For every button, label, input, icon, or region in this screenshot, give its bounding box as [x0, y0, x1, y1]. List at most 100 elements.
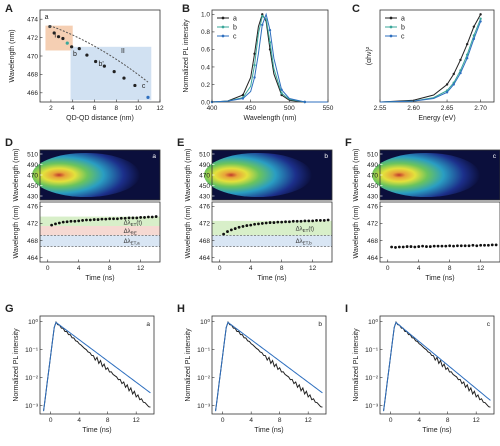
data-point — [133, 83, 137, 88]
annotation-subscript: RE — [131, 230, 137, 235]
y-tick-label: 476 — [27, 204, 38, 211]
streak-heatmap — [372, 153, 480, 197]
data-point — [295, 219, 299, 223]
data-point — [222, 232, 226, 236]
x-tick-label: 2.70 — [474, 105, 487, 112]
series-marker — [452, 83, 455, 86]
data-point — [112, 217, 115, 221]
x-axis-label: Time (ns) — [422, 427, 451, 434]
data-point — [100, 217, 104, 221]
decay-curve-measured — [43, 321, 151, 411]
data-point — [127, 216, 131, 220]
data-point — [318, 219, 322, 222]
data-point — [475, 244, 479, 248]
legend-label: c — [401, 34, 405, 41]
data-point — [432, 244, 436, 248]
y-tick-label: 10⁻³ — [25, 403, 39, 410]
data-point — [146, 215, 150, 219]
x-tick-label: 0 — [221, 417, 225, 424]
x-tick-label: 12 — [156, 105, 164, 112]
x-axis-label: Time (ns) — [257, 275, 286, 282]
x-tick-label: 4 — [77, 417, 81, 424]
data-point — [52, 31, 56, 35]
data-point — [131, 216, 135, 220]
y-tick-label: 470 — [199, 172, 210, 179]
y-tick-label: 510 — [367, 151, 378, 158]
point-label-a: a — [45, 14, 49, 21]
x-tick-label: 8 — [108, 265, 112, 272]
streak-tag: a — [152, 153, 156, 160]
series-marker — [280, 92, 283, 95]
annotation-base: Δλ — [296, 239, 303, 245]
streak-tag: b — [324, 153, 328, 160]
x-axis-label: Energy (eV) — [418, 115, 455, 122]
y-tick-label: 470 — [27, 53, 38, 60]
series-marker — [268, 28, 272, 32]
x-tick-label: 8 — [280, 265, 284, 272]
legend-marker — [221, 16, 225, 20]
data-point — [48, 24, 52, 29]
annotation-re: ΔλRE — [124, 229, 137, 236]
x-axis-label: Time (ns) — [254, 427, 283, 434]
data-point — [428, 245, 432, 248]
annotation-et-a: ΔλET,a — [124, 239, 141, 246]
data-point — [139, 216, 143, 219]
data-point — [264, 221, 268, 225]
streak-heatmap — [32, 153, 140, 197]
data-point — [486, 243, 490, 247]
series-marker — [452, 72, 455, 76]
y-axis-label: Normalized PL intensity — [13, 328, 20, 402]
data-point — [123, 216, 127, 220]
data-point — [409, 245, 413, 248]
y-tick-label: 0.0 — [201, 99, 210, 106]
data-point — [237, 225, 241, 229]
etb-band — [212, 235, 332, 247]
y-tick-label: 464 — [27, 255, 38, 262]
x-tick-label: 12 — [477, 265, 485, 272]
series-line — [211, 15, 328, 103]
legend-label: b — [233, 25, 237, 32]
series-marker — [472, 25, 476, 28]
data-point — [401, 245, 405, 249]
x-axis-label: Time (ns) — [82, 427, 111, 434]
data-point — [448, 244, 452, 248]
y-tick-label: 0.4 — [201, 64, 210, 71]
decay-curve-fit — [215, 321, 323, 412]
data-point — [226, 230, 229, 233]
decay-frame — [39, 315, 155, 415]
y-tick-label: 466 — [27, 90, 38, 97]
y-tick-label: 0.8 — [201, 29, 210, 36]
legend-marker — [221, 34, 225, 38]
data-point — [56, 35, 61, 39]
y-tick-label: 450 — [367, 183, 378, 190]
data-point — [143, 216, 146, 219]
series-marker — [472, 37, 476, 41]
legend-marker — [389, 16, 393, 20]
eta-band — [40, 235, 160, 247]
data-point — [102, 64, 106, 68]
data-point — [490, 243, 494, 247]
data-point — [425, 245, 428, 248]
series-marker — [261, 23, 264, 27]
data-point — [397, 245, 401, 249]
legend-marker — [389, 25, 393, 29]
data-point — [440, 244, 444, 248]
series-marker — [479, 20, 482, 23]
y-tick-label: 10⁰ — [28, 318, 38, 326]
y-axis-label: Normalized PL intensity — [183, 19, 190, 93]
series-marker — [459, 71, 462, 75]
y-tick-label: 472 — [27, 35, 38, 42]
x-tick-label: 0 — [386, 265, 390, 272]
y-tick-label: 468 — [27, 238, 38, 245]
x-axis-label: Time (ns) — [425, 275, 454, 282]
data-point — [77, 219, 81, 223]
region-I-label: I — [54, 33, 56, 40]
data-point — [50, 223, 54, 227]
data-point — [122, 76, 126, 80]
x-tick-label: 2.55 — [374, 105, 387, 112]
region-II-shade — [70, 46, 152, 101]
panel-letter: F — [345, 137, 352, 149]
data-point — [456, 244, 459, 248]
x-tick-label: 12 — [473, 417, 481, 424]
